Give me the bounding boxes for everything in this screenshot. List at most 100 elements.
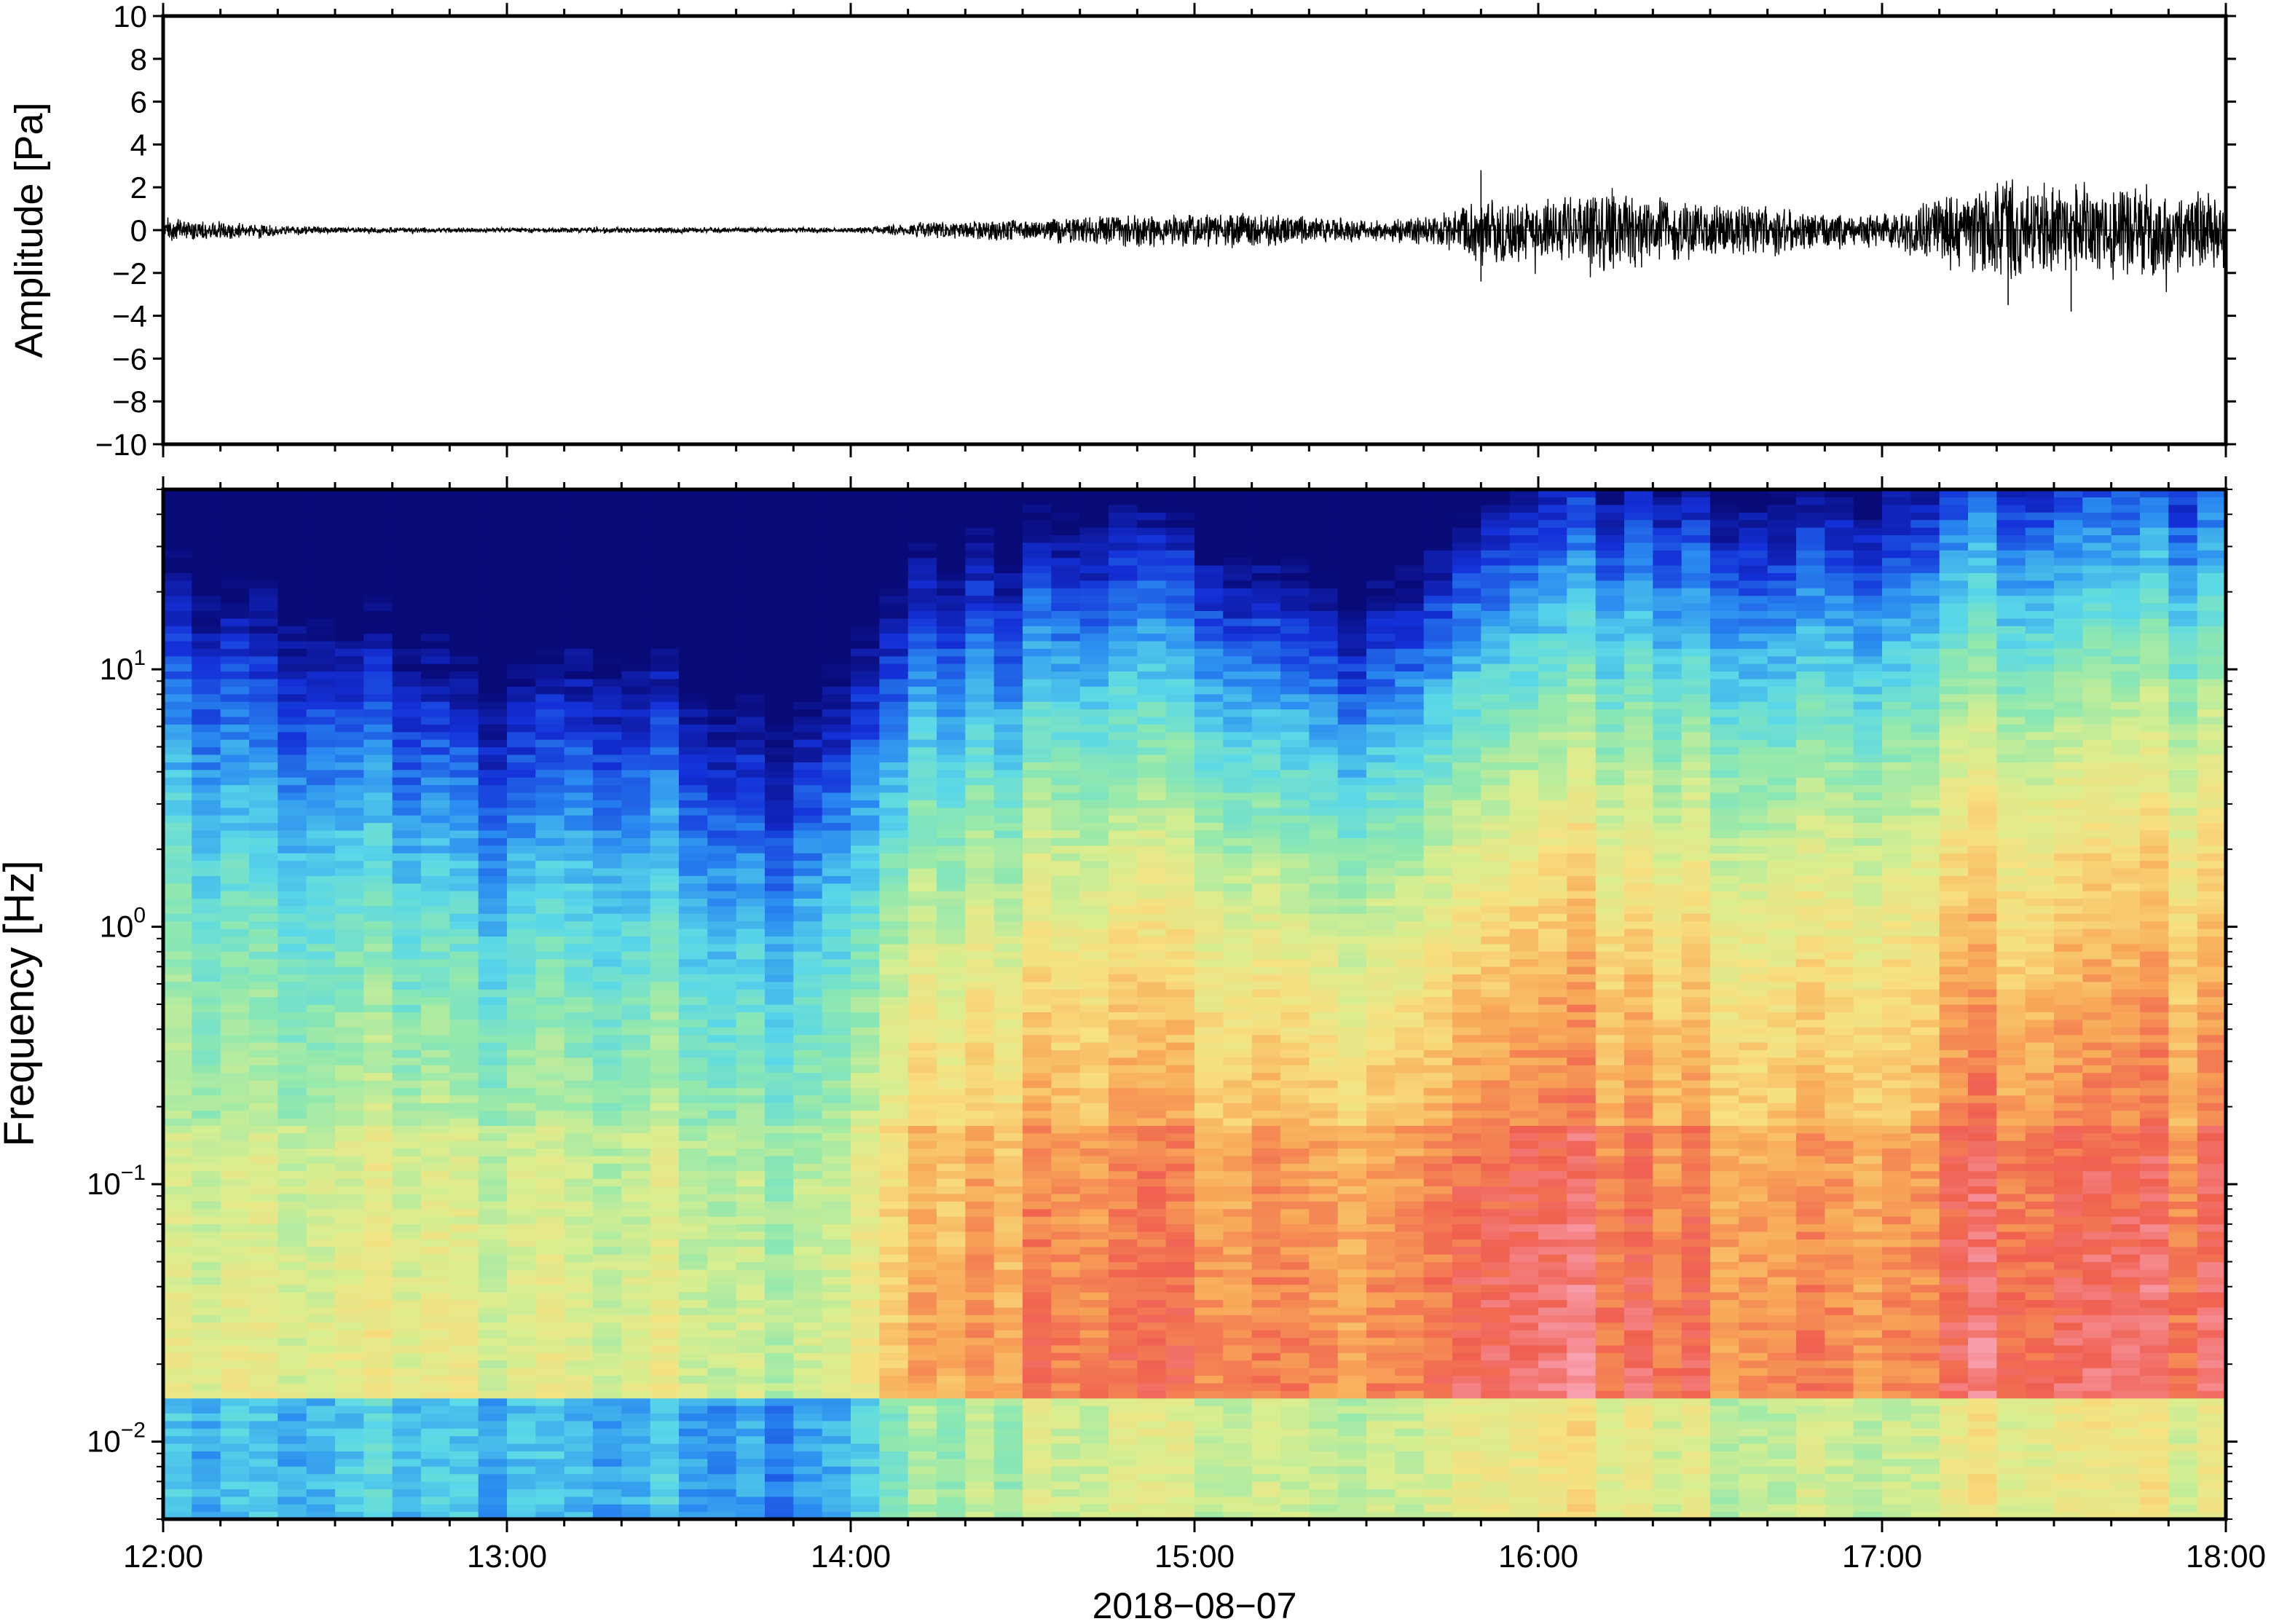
spectrogram-cell (1051, 1125, 1081, 1134)
spectrogram-cell (965, 557, 995, 566)
spectrogram-cell (621, 1368, 651, 1376)
spectrogram-cell (421, 1246, 450, 1255)
spectrogram-cell (363, 1049, 393, 1058)
spectrogram-cell (650, 746, 680, 755)
spectrogram-cell (621, 807, 651, 816)
spectrogram-cell (363, 1352, 393, 1361)
spectrogram-cell (192, 777, 221, 786)
spectrogram-cell (1051, 701, 1081, 710)
spectrogram-cell (163, 1042, 192, 1050)
spectrogram-cell (1109, 1337, 1138, 1346)
spectrogram-cell (1023, 1095, 1052, 1103)
spectrogram-cell (478, 1360, 508, 1368)
spectrogram-cell (278, 1004, 307, 1012)
spectrogram-cell (937, 1451, 966, 1459)
spectrogram-cell (1051, 686, 1081, 695)
spectrogram-cell (249, 1148, 278, 1156)
spectrogram-cell (392, 535, 422, 543)
spectrogram-cell (220, 1344, 250, 1353)
spectrogram-cell (220, 1163, 250, 1172)
spectrogram-cell (822, 671, 851, 679)
spectrogram-cell (822, 829, 851, 838)
spectrogram-cell (392, 640, 422, 649)
spectrogram-cell (1023, 746, 1052, 755)
spectrogram-cell (507, 1155, 536, 1164)
spectrogram-cell (220, 1246, 250, 1255)
spectrogram-cell (1165, 951, 1195, 960)
spectrogram-cell (278, 929, 307, 937)
spectrogram-cell (363, 1481, 393, 1489)
spectrogram-cell (793, 1246, 823, 1255)
spectrogram-cell (335, 1496, 364, 1505)
spectrogram-cell (507, 1148, 536, 1156)
spectrogram-cell (707, 1057, 737, 1065)
spectrogram-cell (1137, 724, 1167, 733)
spectrogram-cell (220, 1012, 250, 1020)
spectrogram-cell (851, 1368, 880, 1376)
spectrogram-cell (363, 1095, 393, 1103)
spectrogram-cell (192, 1186, 221, 1194)
spectrogram-cell (937, 1178, 966, 1187)
spectrogram-cell (1109, 1375, 1138, 1384)
spectrogram-cell (449, 1231, 479, 1239)
spectrogram-cell (507, 1368, 536, 1376)
spectrogram-cell (163, 1352, 192, 1361)
spectrogram-cell (822, 1155, 851, 1164)
spectrogram-cell (421, 1292, 450, 1301)
spectrogram-cell (163, 1193, 192, 1202)
spectrogram-cell (421, 1095, 450, 1103)
spectrogram-cell (879, 1306, 909, 1315)
spectrogram-cell (793, 512, 823, 521)
spectrogram-cell (335, 837, 364, 846)
spectrogram-cell (765, 845, 794, 854)
spectrogram-cell (908, 693, 937, 702)
spectrogram-cell (593, 1118, 622, 1126)
spectrogram-cell (736, 1110, 765, 1119)
spectrogram-cell (449, 1458, 479, 1467)
spectrogram-cell (278, 588, 307, 596)
spectrogram-cell (564, 550, 594, 559)
spectrogram-cell (564, 701, 594, 710)
spectrogram-cell (1137, 693, 1167, 702)
spectrogram-cell (765, 565, 794, 573)
spectrogram-cell (822, 784, 851, 793)
spectrogram-cell (564, 1170, 594, 1179)
spectrogram-cell (421, 943, 450, 952)
spectrogram-cell (621, 777, 651, 786)
spectrogram-cell (908, 1504, 937, 1513)
spectrogram-cell (679, 626, 708, 634)
spectrogram-cell (621, 1246, 651, 1255)
spectrogram-cell (793, 867, 823, 876)
spectrogram-cell (679, 595, 708, 604)
spectrogram-cell (650, 921, 680, 929)
spectrogram-cell (163, 678, 192, 687)
spectrogram-cell (679, 1148, 708, 1156)
spectrogram-cell (363, 974, 393, 982)
spectrogram-cell (1051, 519, 1081, 528)
spectrogram-cell (1023, 709, 1052, 717)
spectrogram-cell (937, 837, 966, 846)
spectrogram-cell (937, 1489, 966, 1497)
spectrogram-cell (822, 1049, 851, 1058)
spectrogram-cell (621, 595, 651, 604)
spectrogram-cell (707, 1095, 737, 1103)
spectrogram-cell (937, 1223, 966, 1232)
spectrogram-cell (421, 701, 450, 710)
spectrogram-cell (163, 1095, 192, 1103)
spectrogram-cell (1109, 1489, 1138, 1497)
spectrogram-cell (192, 1481, 221, 1489)
spectrogram-cell (621, 1406, 651, 1414)
spectrogram-cell (1023, 1186, 1052, 1194)
spectrogram-cell (650, 489, 680, 497)
spectrogram-cell (392, 883, 422, 891)
spectrogram-cell (707, 762, 737, 770)
spectrogram-cell (621, 905, 651, 914)
spectrogram-cell (507, 1261, 536, 1270)
spectrogram-cell (564, 489, 594, 497)
spectrogram-cell (1137, 640, 1167, 649)
spectrogram-cell (908, 580, 937, 588)
spectrogram-cell (421, 1368, 450, 1376)
spectrogram-cell (793, 1012, 823, 1020)
spectrogram-cell (765, 1390, 794, 1399)
spectrogram-cell (593, 709, 622, 717)
